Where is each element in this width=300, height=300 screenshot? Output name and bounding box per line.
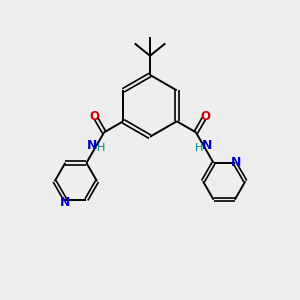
Text: H: H xyxy=(97,143,106,153)
Text: N: N xyxy=(231,155,241,169)
Text: O: O xyxy=(200,110,211,123)
Text: N: N xyxy=(202,139,213,152)
Text: N: N xyxy=(59,196,70,208)
Text: H: H xyxy=(194,143,203,153)
Text: O: O xyxy=(89,110,100,123)
Text: N: N xyxy=(87,139,98,152)
